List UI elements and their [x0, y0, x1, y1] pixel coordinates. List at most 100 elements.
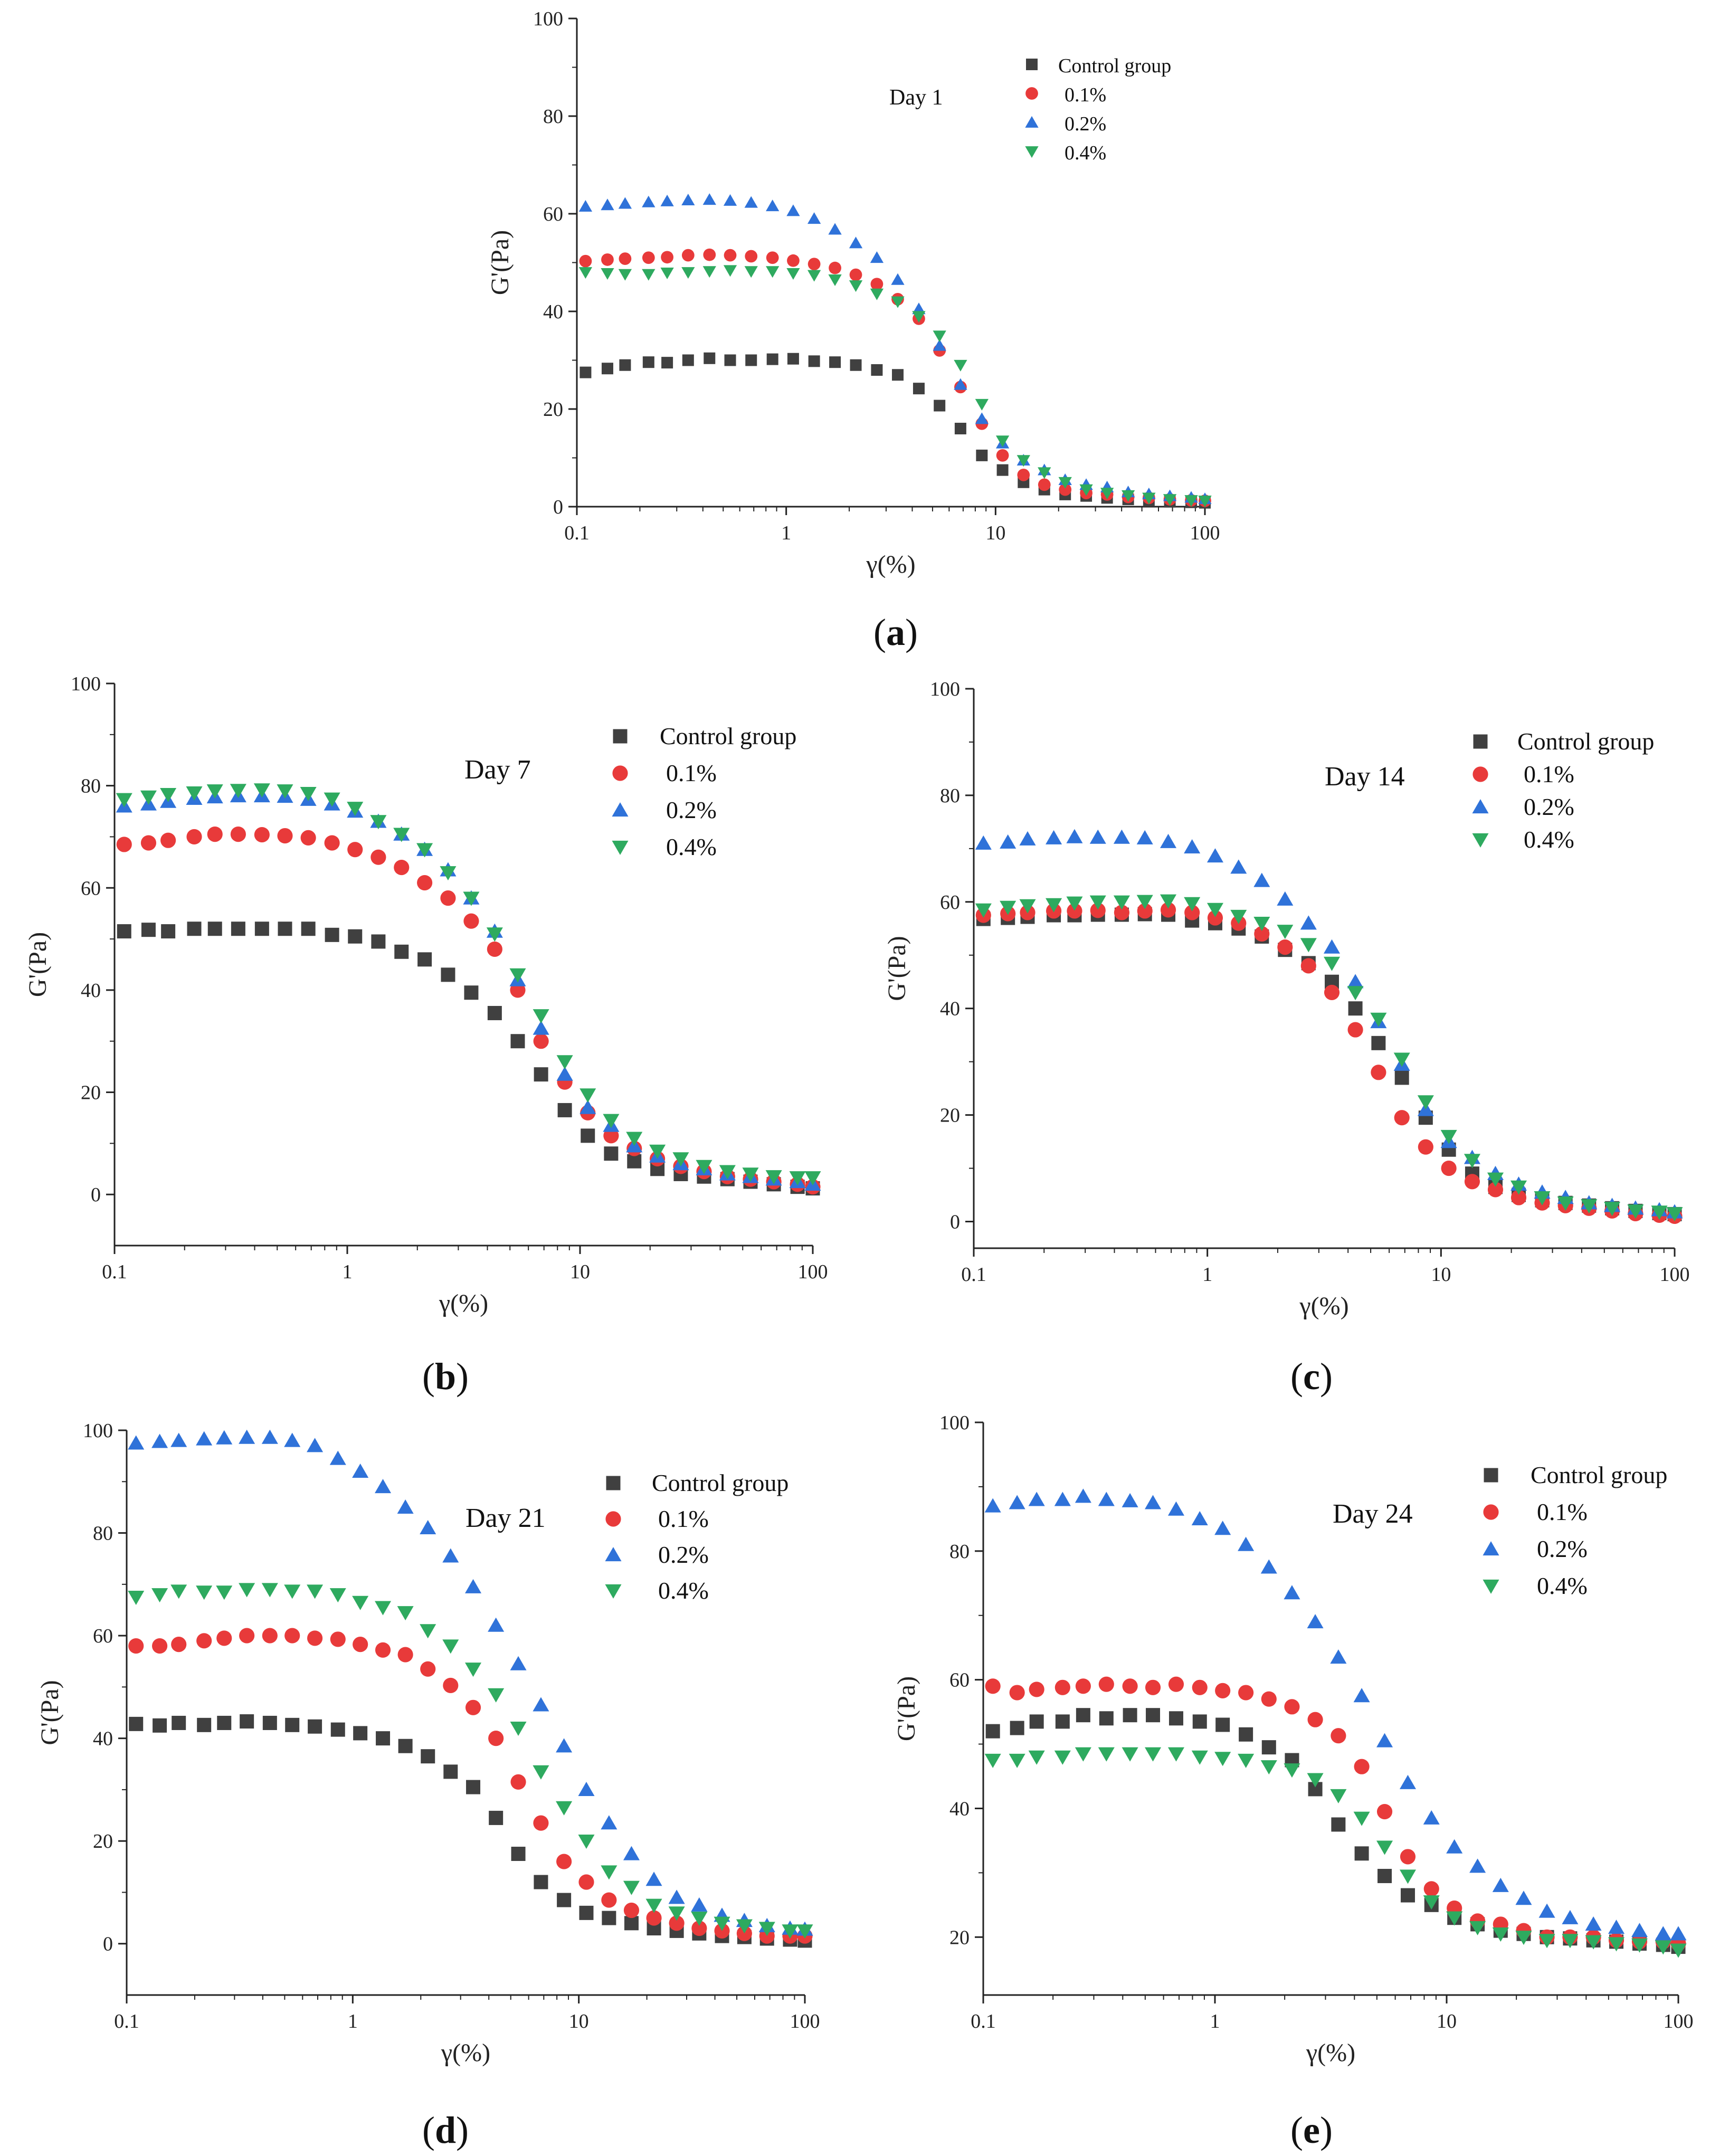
chart-panel-b: 0.1 1 10 100 0 20 40 60 80 100 γ(%) G'(Pa) Control g…	[24, 673, 828, 1398]
data-point	[870, 288, 884, 300]
data-point	[1469, 1921, 1486, 1935]
legend-label: Control group	[1517, 728, 1654, 755]
data-point	[1492, 1927, 1509, 1942]
data-point	[1330, 1649, 1347, 1664]
data-point	[984, 1498, 1001, 1513]
data-point	[1145, 1679, 1161, 1695]
panel-caption: (a)	[873, 611, 918, 653]
data-point	[443, 1677, 459, 1694]
data-point	[912, 311, 926, 323]
data-point	[1137, 903, 1153, 919]
data-point	[619, 252, 632, 265]
data-point	[742, 1167, 759, 1182]
data-point	[353, 1726, 368, 1741]
data-point	[1538, 1934, 1555, 1949]
data-point	[1307, 1712, 1323, 1727]
data-point	[117, 924, 131, 939]
y-tick-label: 0	[553, 496, 563, 518]
data-point	[1376, 1803, 1393, 1820]
legend-marker	[1473, 734, 1488, 749]
series-control	[985, 1708, 1686, 1954]
data-point	[1239, 1727, 1253, 1742]
data-point	[1207, 910, 1223, 926]
data-point	[601, 1865, 618, 1880]
data-point	[1167, 1747, 1184, 1762]
data-point	[724, 354, 736, 366]
data-point	[1464, 1154, 1480, 1169]
data-point	[1122, 1747, 1138, 1762]
data-point	[996, 464, 1009, 476]
data-point	[850, 359, 862, 371]
data-point	[719, 1165, 736, 1180]
data-point	[1010, 1721, 1024, 1735]
data-point	[348, 929, 363, 944]
data-point	[397, 1499, 414, 1514]
data-point	[442, 1639, 459, 1654]
data-point	[1261, 1691, 1277, 1707]
data-point	[240, 1714, 254, 1729]
data-point	[196, 1633, 212, 1649]
data-point	[766, 200, 780, 212]
data-point	[1136, 830, 1153, 844]
data-point	[796, 1924, 813, 1939]
data-point	[284, 1628, 300, 1644]
data-point	[1347, 974, 1364, 989]
legend-label: 0.2%	[666, 796, 717, 823]
data-point	[1098, 1676, 1114, 1692]
data-point	[766, 353, 778, 365]
data-point	[1009, 1685, 1025, 1701]
data-point	[440, 866, 457, 881]
data-point	[1284, 1585, 1300, 1600]
series-p02	[984, 1488, 1687, 1941]
data-point	[1394, 1070, 1409, 1085]
series-p04	[578, 265, 1212, 507]
data-point	[1330, 1789, 1347, 1803]
data-point	[1399, 1869, 1416, 1884]
data-point	[375, 1479, 392, 1494]
y-tick-label: 100	[83, 1420, 113, 1442]
day-annotation: Day 1	[889, 86, 943, 110]
data-point	[1581, 1199, 1598, 1214]
legend-marker	[605, 1584, 622, 1599]
data-point	[1347, 986, 1364, 1001]
data-point	[1393, 1052, 1410, 1067]
data-point	[533, 1033, 549, 1049]
data-point	[1284, 1763, 1300, 1778]
legend-marker	[613, 729, 628, 744]
data-point	[487, 1005, 502, 1020]
legend-marker	[612, 765, 628, 781]
x-tick-label: 1	[343, 1261, 353, 1283]
data-point	[261, 1583, 278, 1598]
data-point	[696, 1160, 712, 1174]
legend-label: 0.4%	[666, 833, 717, 860]
data-point	[758, 1922, 775, 1936]
data-point	[578, 1874, 594, 1890]
x-tick-label: 0.1	[114, 2010, 139, 2032]
y-tick-label: 100	[939, 1412, 970, 1434]
data-point	[128, 1638, 144, 1654]
data-point	[618, 269, 632, 281]
chart-panel-e: 0.1 1 10 100 20 40 60 80 100 γ(%) G'(Pa) Control gr…	[892, 1412, 1694, 2151]
data-point	[307, 1630, 323, 1646]
legend: Control group 0.1% 0.2% 0.4%	[1483, 1461, 1667, 1599]
data-point	[934, 400, 946, 412]
data-point	[465, 1699, 481, 1715]
data-point	[682, 354, 694, 366]
data-point	[1114, 905, 1129, 920]
data-point	[1487, 1182, 1504, 1198]
data-point	[1028, 1750, 1045, 1765]
x-tick-label: 10	[570, 1261, 590, 1283]
data-point	[510, 1034, 525, 1049]
data-point	[1348, 1001, 1363, 1016]
data-point	[580, 1088, 596, 1103]
data-point	[1446, 1839, 1463, 1854]
panel-caption: (e)	[1290, 2109, 1333, 2151]
data-point	[601, 1815, 618, 1830]
data-point	[1441, 1160, 1457, 1176]
data-point	[347, 842, 363, 858]
series-control	[129, 1714, 812, 1948]
x-tick-label: 10	[985, 522, 1005, 544]
data-point	[1058, 477, 1072, 489]
data-point	[954, 423, 966, 434]
legend-marker	[1472, 766, 1488, 782]
